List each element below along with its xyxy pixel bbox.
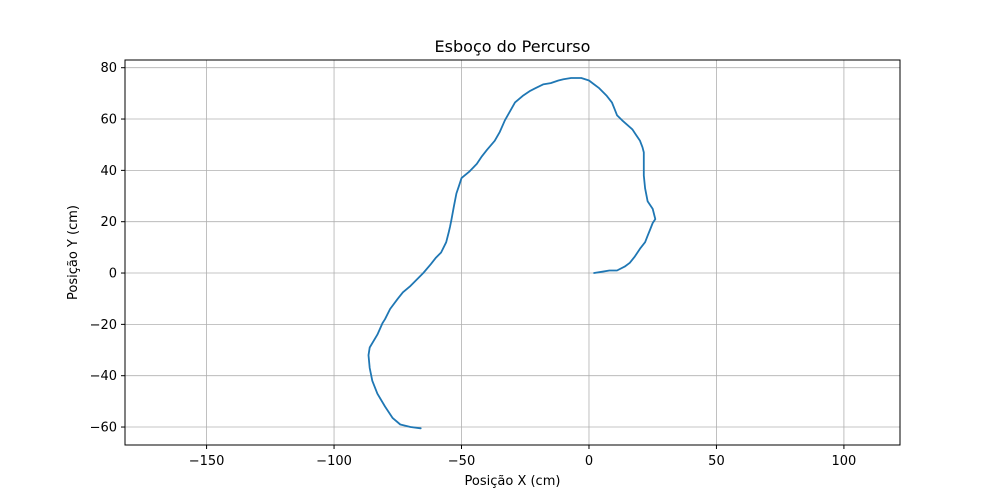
x-tick-label: 50 <box>708 454 725 469</box>
y-tick-label: 60 <box>100 113 117 128</box>
x-axis-label: Posição X (cm) <box>465 474 561 489</box>
y-tick-label: 80 <box>100 61 117 76</box>
y-tick-label: 40 <box>100 164 117 179</box>
x-tick-label: 0 <box>585 454 593 469</box>
x-tick-label: −150 <box>189 454 225 469</box>
series-line <box>367 77 657 430</box>
plot-area-frame <box>124 59 901 446</box>
grid <box>125 60 900 445</box>
y-tick-label: −20 <box>90 318 117 333</box>
chart-title: Esboço do Percurso <box>435 37 591 56</box>
y-tick-label: 20 <box>100 215 117 230</box>
y-tick-label: 0 <box>109 267 117 282</box>
y-tick-label: −40 <box>90 369 117 384</box>
x-axis-ticks: −150 −100 −50 0 50 100 <box>189 445 857 469</box>
y-axis-ticks: −60 −40 −20 0 20 40 60 80 <box>90 61 125 436</box>
y-tick-label: −60 <box>90 421 117 436</box>
y-axis-label: Posição Y (cm) <box>66 205 81 300</box>
x-tick-label: −100 <box>316 454 352 469</box>
x-tick-label: −50 <box>448 454 475 469</box>
x-tick-label: 100 <box>832 454 857 469</box>
